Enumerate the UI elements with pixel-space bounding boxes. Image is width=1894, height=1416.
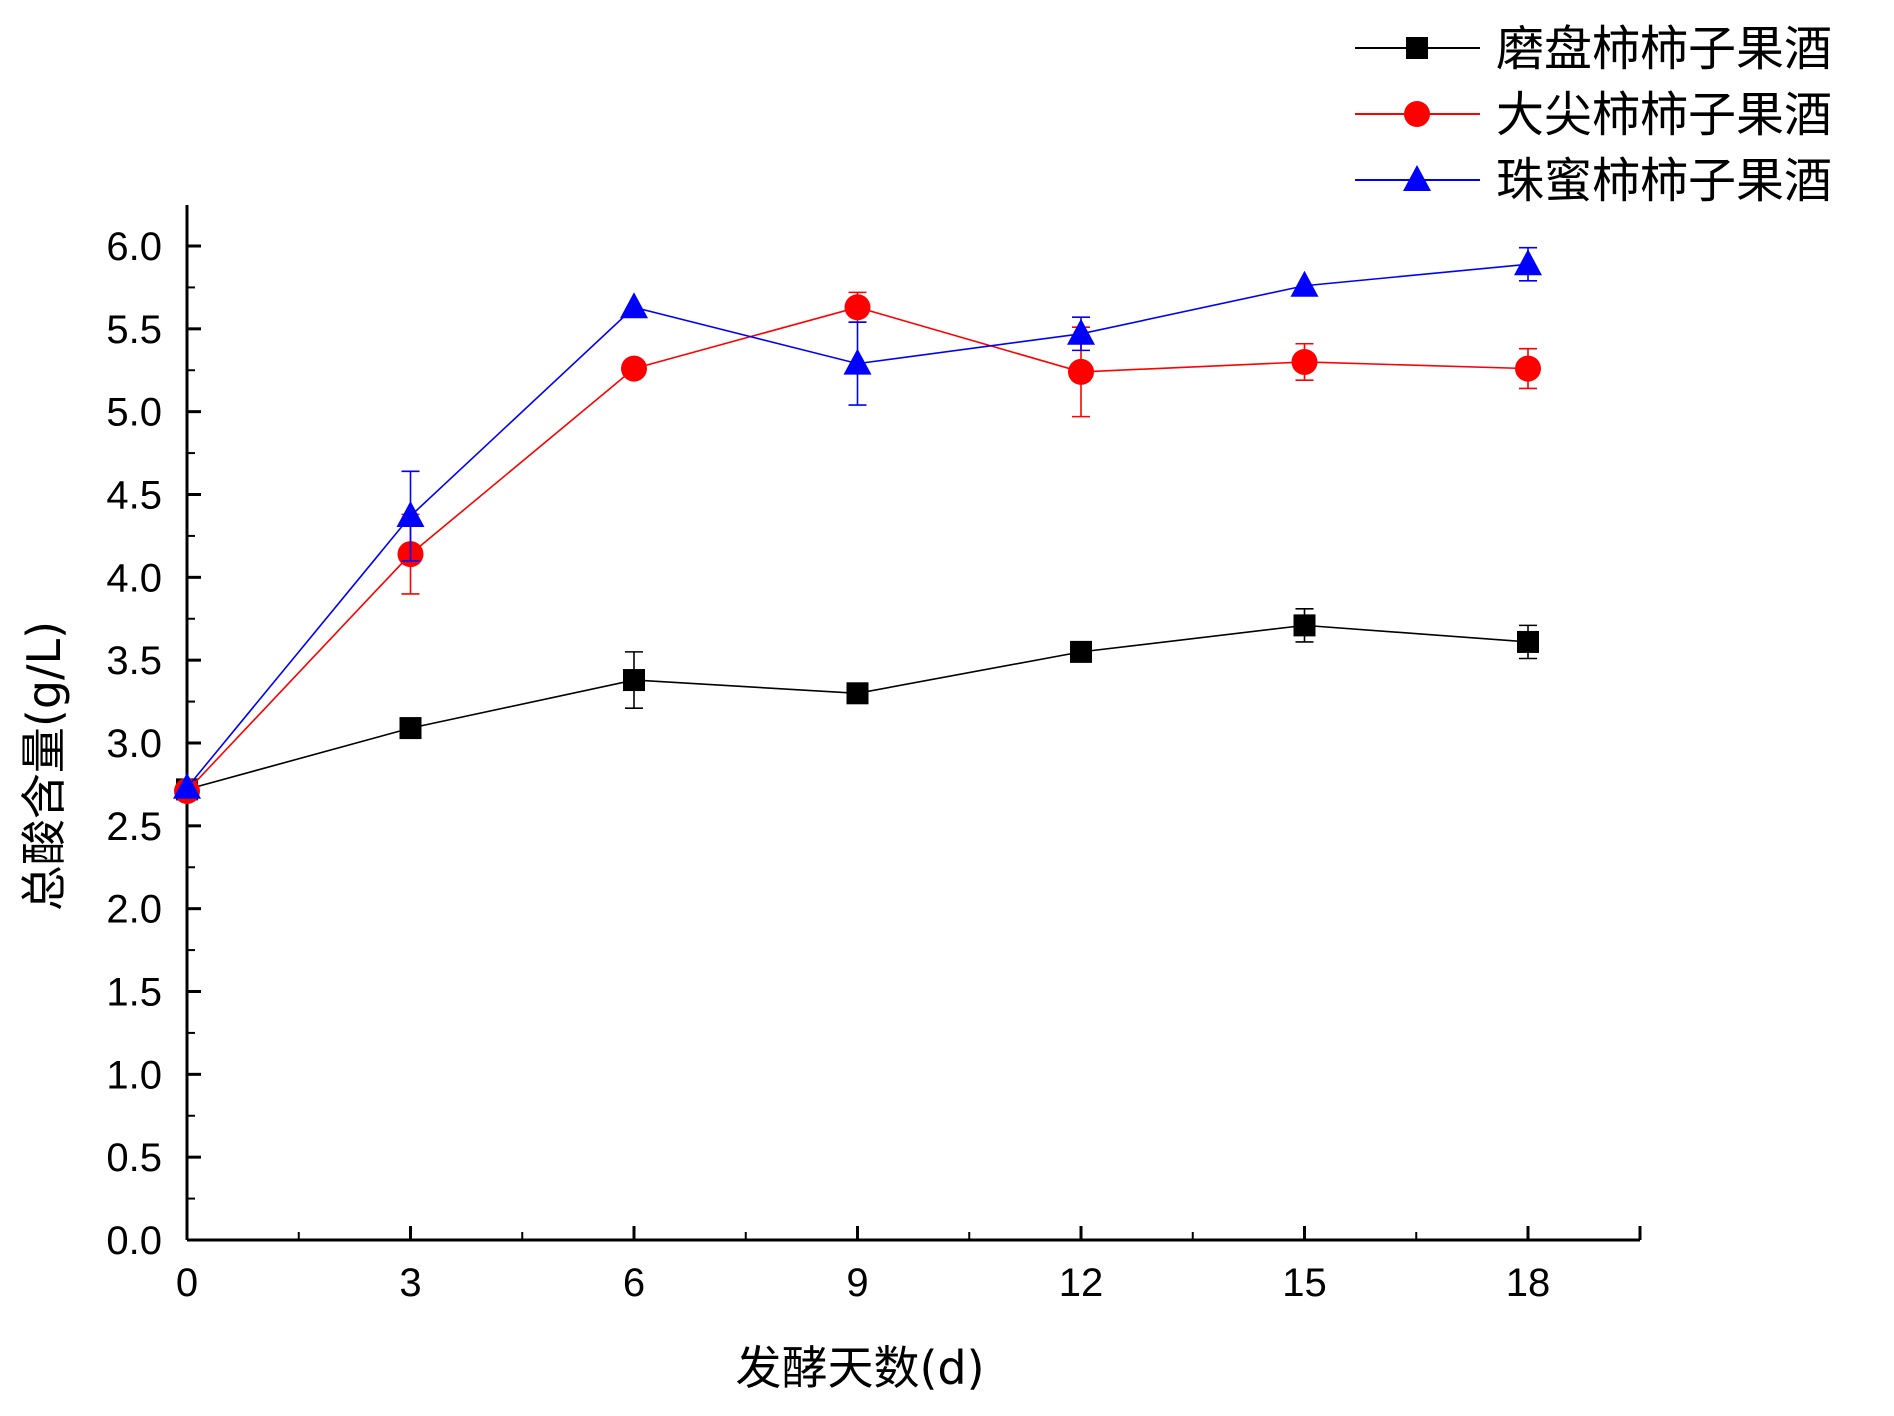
series-layer xyxy=(173,246,1542,805)
data-point xyxy=(396,501,425,528)
x-tick-label: 6 xyxy=(623,1261,645,1305)
data-point xyxy=(621,355,647,382)
x-tick-label: 18 xyxy=(1506,1261,1551,1305)
y-tick-label: 3.0 xyxy=(106,722,162,766)
legend-label: 珠蜜柿柿子果酒 xyxy=(1496,153,1832,209)
y-tick-label: 5.5 xyxy=(106,308,162,352)
x-tick-label: 12 xyxy=(1059,1261,1104,1305)
data-point xyxy=(843,348,872,375)
legend-label: 磨盘柿柿子果酒 xyxy=(1496,21,1832,77)
y-tick-label: 2.0 xyxy=(106,888,162,932)
data-point xyxy=(623,669,645,692)
legend-item: 磨盘柿柿子果酒 xyxy=(1355,21,1832,77)
data-point xyxy=(399,717,422,740)
y-tick-label: 4.0 xyxy=(106,556,162,600)
data-point xyxy=(1514,249,1542,276)
series-line xyxy=(186,624,1529,791)
legend-label: 大尖柿柿子果酒 xyxy=(1496,87,1832,143)
y-tick-label: 1.0 xyxy=(106,1053,162,1097)
data-point xyxy=(1067,318,1095,345)
data-point xyxy=(1293,614,1316,637)
series-1 xyxy=(176,608,1539,801)
y-tick-label: 1.5 xyxy=(106,971,162,1015)
legend-item: 大尖柿柿子果酒 xyxy=(1355,87,1832,143)
y-tick-label: 3.5 xyxy=(106,639,162,683)
data-point xyxy=(1070,640,1092,663)
series-3 xyxy=(173,246,1542,799)
data-point xyxy=(844,294,871,321)
x-tick-label: 3 xyxy=(399,1261,421,1305)
y-tick-label: 5.0 xyxy=(106,391,162,435)
legend-marker xyxy=(1406,37,1428,59)
legend-marker xyxy=(1403,165,1431,191)
data-point xyxy=(1517,630,1539,653)
y-tick-label: 6.0 xyxy=(106,225,162,269)
legend-item: 珠蜜柿柿子果酒 xyxy=(1355,153,1832,209)
y-tick-label: 0.0 xyxy=(106,1219,162,1263)
x-tick-label: 9 xyxy=(846,1261,868,1305)
y-tick-label: 0.5 xyxy=(106,1136,162,1180)
data-point xyxy=(173,772,201,799)
y-tick-label: 4.5 xyxy=(106,474,162,518)
data-point xyxy=(1290,270,1319,297)
y-axis-title: 总酸含量(g/L) xyxy=(17,621,71,911)
data-point xyxy=(620,292,648,319)
y-tick-label: 2.5 xyxy=(106,805,162,849)
axes: 0 3 6 9 12 15 18 0.0 0.5 1.0 1.5 2.0 2.5 3.0 3.5 4.0 4.5… xyxy=(106,205,1642,1305)
data-point xyxy=(1068,358,1094,385)
data-point xyxy=(1291,348,1318,375)
x-tick-label: 15 xyxy=(1282,1261,1327,1305)
x-tick-label: 0 xyxy=(176,1261,198,1305)
data-point xyxy=(1515,355,1541,382)
legend-marker xyxy=(1404,101,1430,127)
x-axis-title: 发酵天数(d) xyxy=(735,1341,984,1395)
data-point xyxy=(846,682,869,705)
